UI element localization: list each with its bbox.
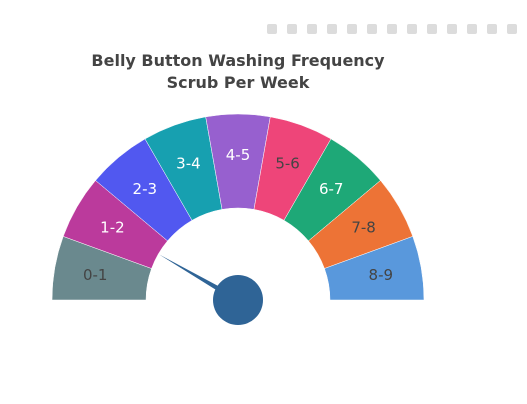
gauge-step-label: 4-5 xyxy=(226,146,251,164)
gauge-step-label: 0-1 xyxy=(83,266,108,284)
gauge-step-label: 2-3 xyxy=(133,180,158,198)
gauge-needle-hub xyxy=(213,275,263,325)
gauge-step-label: 3-4 xyxy=(176,155,201,173)
gauge-step-label: 8-9 xyxy=(369,266,394,284)
gauge-step-label: 1-2 xyxy=(100,219,125,237)
gauge-step-label: 7-8 xyxy=(351,219,376,237)
gauge-step-label: 6-7 xyxy=(319,180,344,198)
gauge-step-label: 5-6 xyxy=(275,155,300,173)
